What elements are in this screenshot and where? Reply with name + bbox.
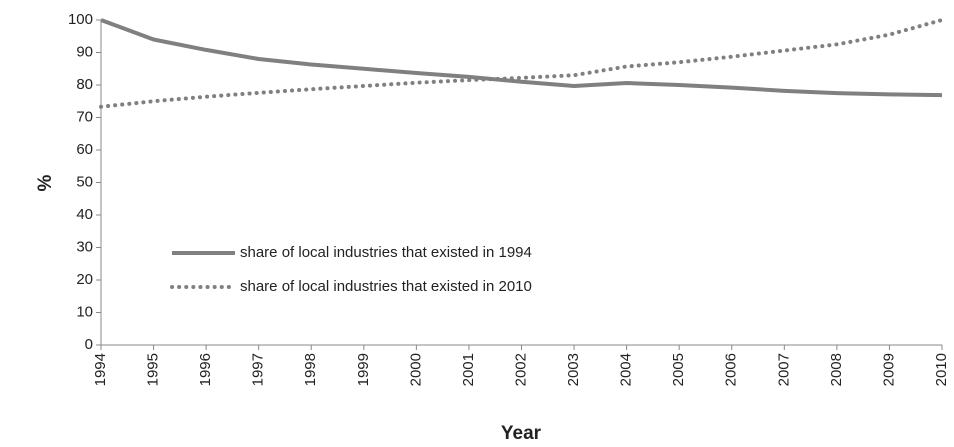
y-tick-label: 0 xyxy=(85,336,93,353)
x-tick-label: 1995 xyxy=(145,353,162,386)
y-axis-title: % xyxy=(35,174,56,191)
x-tick-label: 1998 xyxy=(302,353,319,386)
y-tick-label: 100 xyxy=(68,11,93,28)
legend-label: share of local industries that existed i… xyxy=(240,244,532,261)
x-tick-label: 1999 xyxy=(355,353,372,386)
y-tick-label: 20 xyxy=(76,271,93,288)
line-series xyxy=(100,18,943,98)
y-tick-label: 80 xyxy=(76,76,93,93)
x-tick-label: 1997 xyxy=(250,353,267,386)
x-tick-label: 2005 xyxy=(670,353,687,386)
x-tick-label: 2004 xyxy=(618,353,635,386)
y-tick-label: 10 xyxy=(76,303,93,320)
y-tick-label: 70 xyxy=(76,108,93,125)
x-axis-title: Year xyxy=(501,423,542,444)
x-tick-label: 2001 xyxy=(460,353,477,386)
y-tick-label: 90 xyxy=(76,43,93,60)
x-tick-label: 2007 xyxy=(775,353,792,386)
x-tick-label: 1996 xyxy=(197,353,214,386)
y-tick-label: 50 xyxy=(76,173,93,190)
x-tick-label: 2006 xyxy=(723,353,740,386)
y-tick-label: 40 xyxy=(76,206,93,223)
x-tick-label: 2009 xyxy=(880,353,897,386)
x-tick-label: 2010 xyxy=(933,353,950,386)
x-tick-label: 2003 xyxy=(565,353,582,386)
y-tick-label: 60 xyxy=(76,141,93,158)
x-tick-label: 2002 xyxy=(512,353,529,386)
x-tick-label: 1994 xyxy=(92,353,109,386)
y-tick-label: 30 xyxy=(76,238,93,255)
x-tick-label: 2008 xyxy=(828,353,845,386)
x-tick-label: 2000 xyxy=(407,353,424,386)
legend-label: share of local industries that existed i… xyxy=(240,278,532,295)
line-series xyxy=(99,18,944,109)
